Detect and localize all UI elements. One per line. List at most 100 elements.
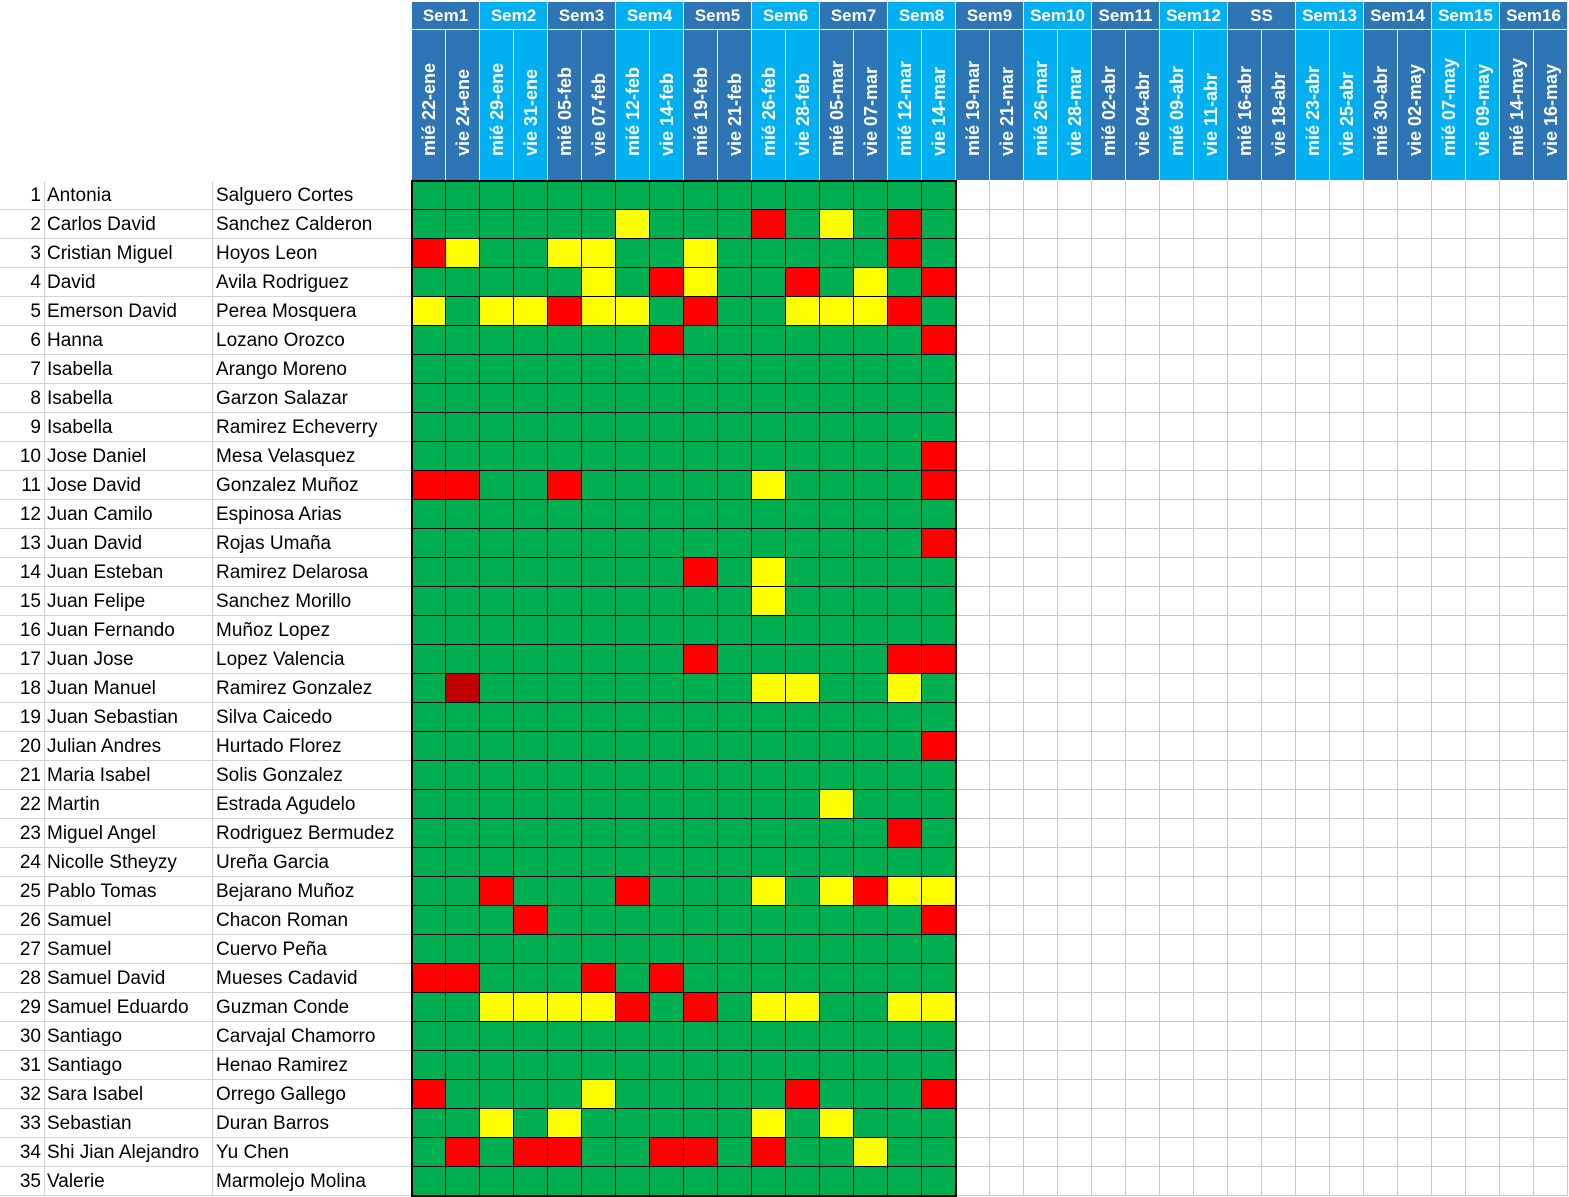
last-name-cell[interactable]: Bejarano Muñoz: [213, 877, 412, 906]
attendance-cell[interactable]: [752, 1080, 786, 1109]
empty-cell[interactable]: [956, 1109, 990, 1138]
attendance-cell[interactable]: [854, 1167, 888, 1196]
last-name-cell[interactable]: Salguero Cortes: [213, 181, 412, 210]
empty-cell[interactable]: [1160, 761, 1194, 790]
empty-cell[interactable]: [1466, 1167, 1500, 1196]
attendance-cell[interactable]: [616, 819, 650, 848]
empty-cell[interactable]: [1262, 964, 1296, 993]
empty-cell[interactable]: [1364, 616, 1398, 645]
empty-cell[interactable]: [1194, 587, 1228, 616]
attendance-cell[interactable]: [480, 1109, 514, 1138]
attendance-cell[interactable]: [650, 761, 684, 790]
empty-cell[interactable]: [1534, 239, 1568, 268]
attendance-cell[interactable]: [854, 877, 888, 906]
first-name-cell[interactable]: Juan Jose: [45, 645, 213, 674]
attendance-cell[interactable]: [786, 181, 820, 210]
first-name-cell[interactable]: Pablo Tomas: [45, 877, 213, 906]
attendance-cell[interactable]: [718, 471, 752, 500]
attendance-cell[interactable]: [412, 326, 446, 355]
empty-cell[interactable]: [956, 268, 990, 297]
row-number-cell[interactable]: 7: [0, 355, 45, 384]
empty-cell[interactable]: [1024, 471, 1058, 500]
attendance-cell[interactable]: [786, 326, 820, 355]
attendance-cell[interactable]: [412, 1051, 446, 1080]
empty-cell[interactable]: [1092, 616, 1126, 645]
empty-cell[interactable]: [990, 297, 1024, 326]
attendance-cell[interactable]: [582, 732, 616, 761]
attendance-cell[interactable]: [514, 442, 548, 471]
empty-cell[interactable]: [1296, 1080, 1330, 1109]
empty-cell[interactable]: [990, 993, 1024, 1022]
empty-cell[interactable]: [1330, 790, 1364, 819]
empty-cell[interactable]: [1330, 587, 1364, 616]
attendance-cell[interactable]: [684, 935, 718, 964]
attendance-cell[interactable]: [446, 326, 480, 355]
empty-cell[interactable]: [1058, 384, 1092, 413]
empty-cell[interactable]: [1466, 1109, 1500, 1138]
attendance-cell[interactable]: [684, 558, 718, 587]
empty-cell[interactable]: [1398, 935, 1432, 964]
empty-cell[interactable]: [1398, 1138, 1432, 1167]
empty-cell[interactable]: [1126, 1167, 1160, 1196]
empty-cell[interactable]: [1228, 442, 1262, 471]
empty-cell[interactable]: [1194, 1109, 1228, 1138]
empty-cell[interactable]: [1228, 529, 1262, 558]
attendance-cell[interactable]: [854, 529, 888, 558]
empty-cell[interactable]: [1194, 703, 1228, 732]
empty-cell[interactable]: [1398, 500, 1432, 529]
attendance-cell[interactable]: [616, 384, 650, 413]
empty-cell[interactable]: [1160, 181, 1194, 210]
attendance-cell[interactable]: [650, 964, 684, 993]
empty-cell[interactable]: [1262, 442, 1296, 471]
empty-cell[interactable]: [1432, 935, 1466, 964]
attendance-cell[interactable]: [480, 384, 514, 413]
attendance-cell[interactable]: [888, 587, 922, 616]
empty-cell[interactable]: [1398, 790, 1432, 819]
attendance-cell[interactable]: [922, 1109, 956, 1138]
empty-cell[interactable]: [1432, 326, 1466, 355]
attendance-cell[interactable]: [684, 964, 718, 993]
empty-cell[interactable]: [1330, 645, 1364, 674]
empty-cell[interactable]: [1364, 500, 1398, 529]
empty-cell[interactable]: [1024, 500, 1058, 529]
attendance-cell[interactable]: [548, 790, 582, 819]
empty-cell[interactable]: [1228, 384, 1262, 413]
attendance-cell[interactable]: [446, 1109, 480, 1138]
empty-cell[interactable]: [1194, 906, 1228, 935]
row-number-cell[interactable]: 32: [0, 1080, 45, 1109]
empty-cell[interactable]: [1228, 761, 1262, 790]
attendance-cell[interactable]: [922, 964, 956, 993]
attendance-cell[interactable]: [480, 790, 514, 819]
attendance-cell[interactable]: [684, 355, 718, 384]
attendance-cell[interactable]: [650, 906, 684, 935]
empty-cell[interactable]: [1160, 964, 1194, 993]
empty-cell[interactable]: [1500, 645, 1534, 674]
empty-cell[interactable]: [1126, 1080, 1160, 1109]
empty-cell[interactable]: [1228, 732, 1262, 761]
empty-cell[interactable]: [1194, 732, 1228, 761]
empty-cell[interactable]: [1398, 761, 1432, 790]
attendance-cell[interactable]: [922, 1051, 956, 1080]
attendance-cell[interactable]: [480, 239, 514, 268]
attendance-cell[interactable]: [718, 935, 752, 964]
empty-cell[interactable]: [1262, 703, 1296, 732]
empty-cell[interactable]: [1262, 1051, 1296, 1080]
empty-cell[interactable]: [1126, 732, 1160, 761]
last-name-cell[interactable]: Gonzalez Muñoz: [213, 471, 412, 500]
empty-cell[interactable]: [1432, 848, 1466, 877]
empty-cell[interactable]: [1432, 732, 1466, 761]
first-name-cell[interactable]: Cristian Miguel: [45, 239, 213, 268]
empty-cell[interactable]: [1024, 587, 1058, 616]
attendance-cell[interactable]: [650, 819, 684, 848]
attendance-cell[interactable]: [548, 558, 582, 587]
attendance-cell[interactable]: [480, 587, 514, 616]
empty-cell[interactable]: [1126, 703, 1160, 732]
attendance-cell[interactable]: [548, 587, 582, 616]
last-name-cell[interactable]: Yu Chen: [213, 1138, 412, 1167]
empty-cell[interactable]: [1160, 906, 1194, 935]
attendance-cell[interactable]: [718, 529, 752, 558]
empty-cell[interactable]: [1466, 587, 1500, 616]
attendance-cell[interactable]: [446, 587, 480, 616]
first-name-cell[interactable]: Carlos David: [45, 210, 213, 239]
attendance-cell[interactable]: [412, 384, 446, 413]
